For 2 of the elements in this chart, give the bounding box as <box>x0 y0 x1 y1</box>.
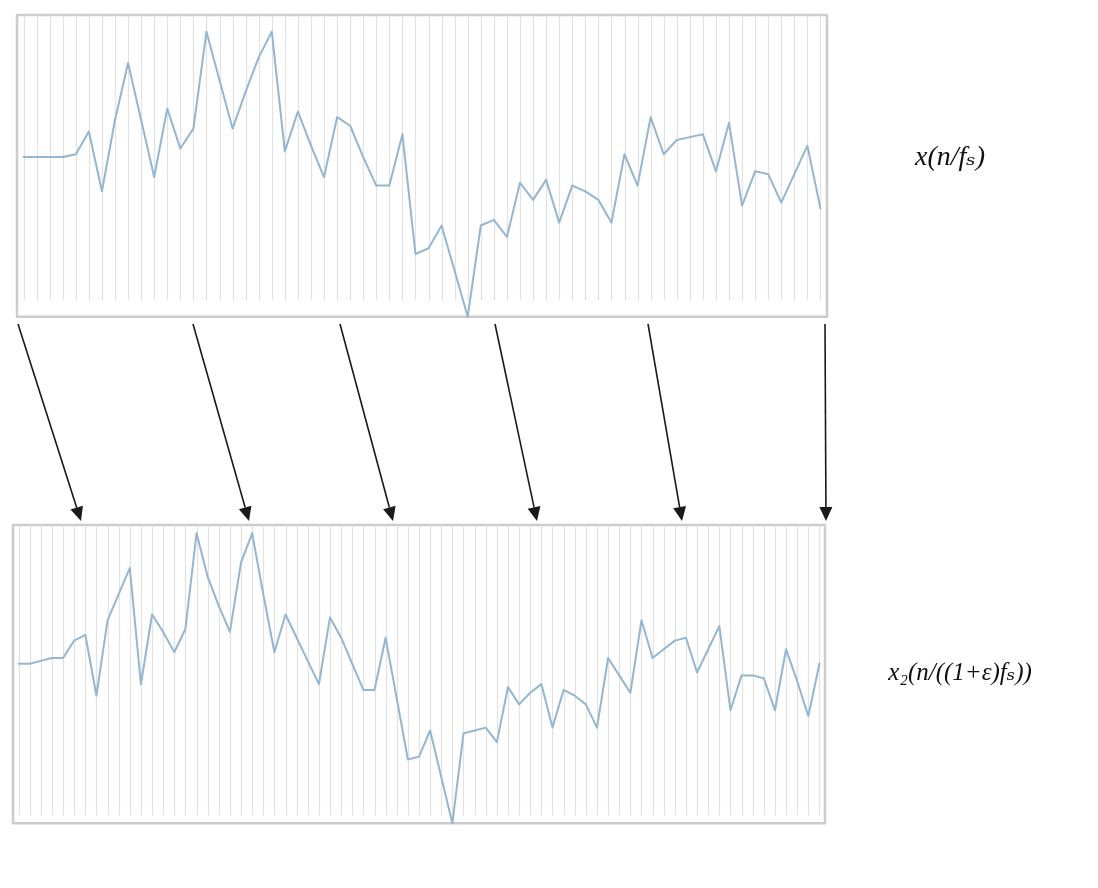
text: x(n/fₛ) <box>913 139 985 171</box>
text: x₂(n/((1+ε)fₛ)) <box>887 658 1032 686</box>
